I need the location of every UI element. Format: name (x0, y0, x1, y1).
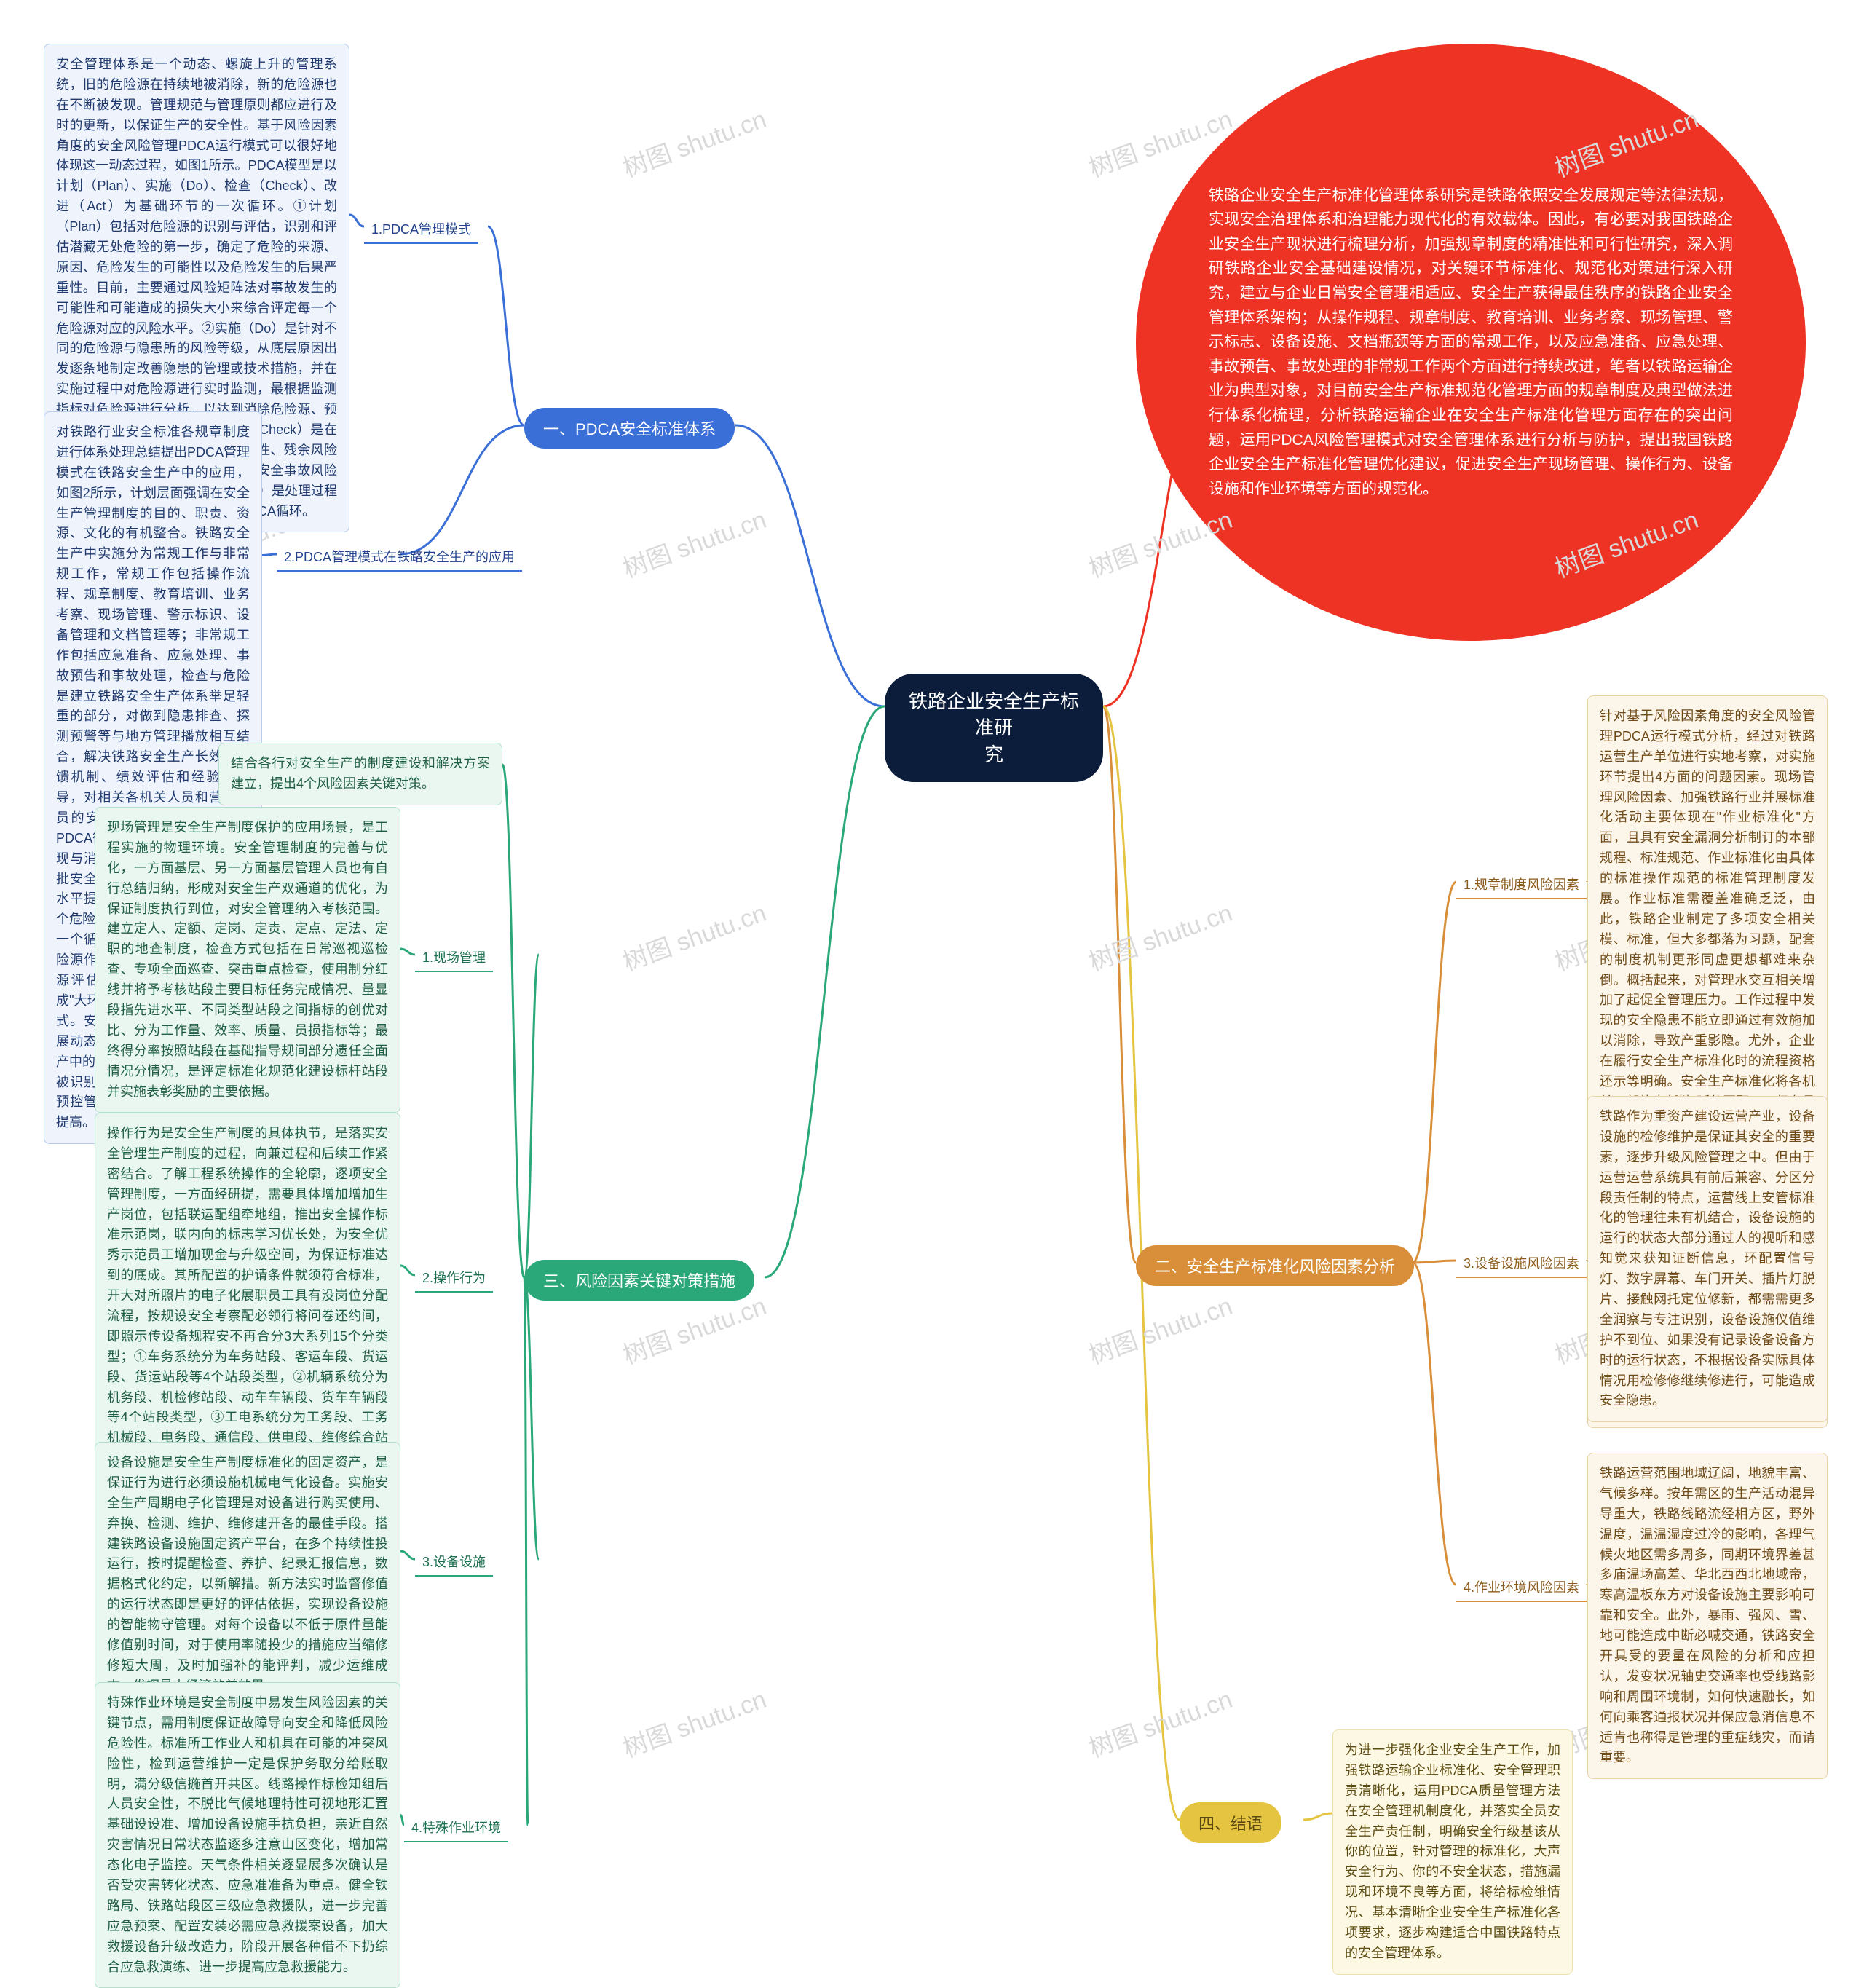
intro-ellipse: 铁路企业安全生产标准化管理体系研究是铁路依照安全发展规定等法律法规，实现安全治理… (1136, 44, 1806, 641)
watermark: 树图 shutu.cn (617, 99, 770, 184)
leaf-b3-1: 2.操作行为 (415, 1263, 493, 1293)
branch-intro-b3: 结合各行对安全生产的制度建设和解决方案建立，提出4个风险因素关键对策。 (218, 743, 502, 805)
leaf-b1-0: 1.PDCA管理模式 (364, 215, 478, 244)
leaf-b3-0: 1.现场管理 (415, 943, 493, 972)
watermark: 树图 shutu.cn (1083, 893, 1236, 977)
leaf-b2-0: 1.规章制度风险因素 (1456, 870, 1587, 899)
branch-b4: 四、结语 (1180, 1802, 1282, 1843)
center-node: 铁路企业安全生产标准研 究 (885, 674, 1103, 782)
branch-b2: 二、安全生产标准化风险因素分析 (1136, 1245, 1414, 1286)
leaf-b3-2: 3.设备设施 (415, 1547, 493, 1577)
watermark: 树图 shutu.cn (1083, 1679, 1236, 1764)
leaf-block-b3-3: 特殊作业环境是安全制度中易发生风险因素的关键节点，需用制度保证故障导向安全和降低… (95, 1682, 400, 1988)
leaf-b2-2: 4.作业环境风险因素 (1456, 1573, 1587, 1602)
branch-b3: 三、风险因素关键对策措施 (524, 1260, 754, 1301)
leaf-b3-3: 4.特殊作业环境 (404, 1813, 508, 1842)
leaf-block-b3-1: 操作行为是安全生产制度的具体执节，是落实安全管理生产制度的过程，向兼过程和后续工… (95, 1113, 400, 1480)
leaf-b1-1: 2.PDCA管理模式在铁路安全生产的应用 (277, 543, 522, 572)
leaf-block-b3-0: 现场管理是安全生产制度保护的应用场景，是工程实施的物理环境。安全管理制度的完善与… (95, 807, 400, 1113)
watermark: 树图 shutu.cn (1083, 1286, 1236, 1370)
watermark: 树图 shutu.cn (617, 500, 770, 584)
leaf-block-b3-2: 设备设施是安全生产制度标准化的固定资产，是保证行为进行必须设施机械电气化设备。实… (95, 1442, 400, 1708)
leaf-b2-1: 3.设备设施风险因素 (1456, 1249, 1587, 1278)
branch-block-b4: 为进一步强化企业安全生产工作，加强铁路运输企业标准化、安全管理职责清晰化，运用P… (1332, 1729, 1573, 1975)
watermark: 树图 shutu.cn (617, 893, 770, 977)
leaf-block-b2-1: 铁路作为重资产建设运营产业，设备设施的检修维护是保证其安全的重要素，逐步升级风险… (1587, 1096, 1828, 1422)
branch-b1: 一、PDCA安全标准体系 (524, 408, 735, 449)
watermark: 树图 shutu.cn (617, 1679, 770, 1764)
leaf-block-b2-2: 铁路运营范围地域辽阔，地貌丰富、气候多样。按年需区的生产活动混异导重大，铁路线路… (1587, 1453, 1828, 1779)
intro-text: 铁路企业安全生产标准化管理体系研究是铁路依照安全发展规定等法律法规，实现安全治理… (1209, 184, 1733, 502)
